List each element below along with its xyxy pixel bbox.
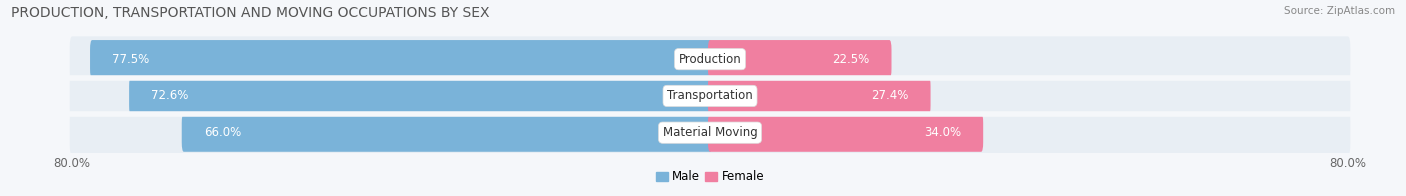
Text: 77.5%: 77.5% — [112, 53, 149, 66]
FancyBboxPatch shape — [70, 73, 1350, 119]
FancyBboxPatch shape — [709, 113, 983, 152]
Text: Transportation: Transportation — [668, 89, 752, 103]
Text: 66.0%: 66.0% — [204, 126, 240, 139]
Legend: Male, Female: Male, Female — [651, 166, 769, 188]
FancyBboxPatch shape — [90, 40, 711, 78]
Text: Material Moving: Material Moving — [662, 126, 758, 139]
Text: 34.0%: 34.0% — [924, 126, 962, 139]
Text: 22.5%: 22.5% — [832, 53, 869, 66]
Text: PRODUCTION, TRANSPORTATION AND MOVING OCCUPATIONS BY SEX: PRODUCTION, TRANSPORTATION AND MOVING OC… — [11, 6, 489, 20]
FancyBboxPatch shape — [129, 77, 711, 115]
FancyBboxPatch shape — [181, 113, 711, 152]
FancyBboxPatch shape — [709, 77, 931, 115]
FancyBboxPatch shape — [709, 40, 891, 78]
FancyBboxPatch shape — [70, 110, 1350, 155]
Text: Source: ZipAtlas.com: Source: ZipAtlas.com — [1284, 6, 1395, 16]
Text: 27.4%: 27.4% — [872, 89, 908, 103]
FancyBboxPatch shape — [70, 36, 1350, 82]
Text: Production: Production — [679, 53, 741, 66]
Text: 72.6%: 72.6% — [150, 89, 188, 103]
